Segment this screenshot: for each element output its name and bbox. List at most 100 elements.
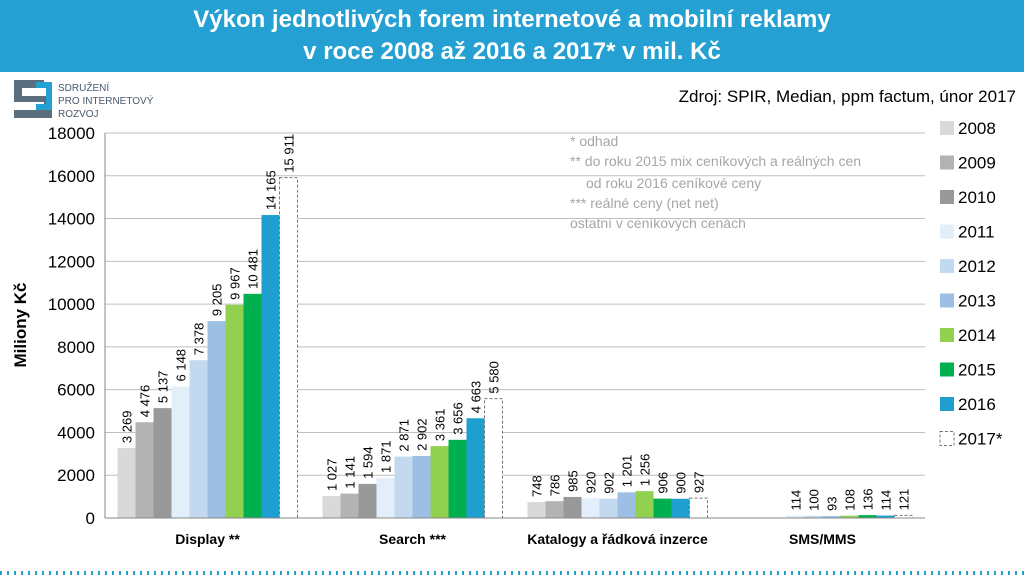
value-label: 900 [674, 472, 689, 494]
note: ** do roku 2015 mix ceníkových a reálnýc… [570, 153, 861, 169]
bar [207, 321, 226, 518]
x-tick-label: Search *** [379, 531, 446, 547]
value-label: 7 378 [192, 323, 207, 356]
logo-mark [14, 80, 52, 118]
value-label: 985 [566, 470, 581, 492]
value-label: 1 141 [343, 456, 358, 489]
logo-text: PRO INTERNETOVÝ [58, 94, 154, 107]
logo-text: ROZVOJ [58, 109, 99, 120]
legend-label: 2014 [958, 326, 996, 345]
value-label: 920 [584, 472, 599, 494]
bar [448, 439, 467, 518]
chart-title: v roce 2008 až 2016 a 2017* v mil. Kč [303, 38, 721, 65]
value-label: 2 902 [415, 418, 430, 451]
bar [340, 493, 359, 518]
bar [876, 515, 895, 518]
bar [243, 293, 262, 518]
value-label: 100 [807, 489, 822, 511]
notes: * odhad ** do roku 2015 mix ceníkových a… [570, 133, 861, 231]
title-band [0, 0, 1024, 72]
y-tick-label: 16000 [48, 167, 95, 186]
y-tick-label: 2000 [57, 466, 95, 485]
bar [484, 398, 503, 519]
value-label: 906 [656, 472, 671, 494]
bar [689, 497, 708, 519]
bar [617, 492, 636, 518]
logo: SDRUŽENÍ PRO INTERNETOVÝ ROZVOJ [14, 80, 154, 120]
note: ostatní v ceníkových cenách [570, 215, 746, 231]
legend-swatch [940, 362, 954, 377]
bar [466, 418, 485, 518]
legend-label: 2015 [958, 361, 996, 380]
note: * odhad [570, 133, 618, 149]
bar [358, 483, 377, 518]
chart-title: Výkon jednotlivých forem internetové a m… [193, 6, 831, 33]
bar [279, 177, 298, 519]
value-label: 121 [897, 489, 912, 511]
value-label: 93 [825, 497, 840, 511]
value-label: 1 027 [325, 458, 340, 491]
bar [894, 514, 913, 519]
y-tick-label: 4000 [57, 423, 95, 442]
legend-swatch [940, 121, 954, 135]
value-label: 15 911 [282, 134, 297, 173]
bar [135, 422, 154, 518]
y-tick-label: 10000 [48, 295, 95, 314]
value-label: 3 361 [433, 409, 448, 442]
bar [430, 446, 449, 518]
value-label: 5 580 [487, 361, 502, 394]
value-label: 2 871 [397, 419, 412, 452]
value-label: 10 481 [246, 249, 261, 289]
value-label: 114 [879, 490, 894, 511]
bar [581, 498, 600, 518]
value-label: 114 [789, 490, 804, 511]
value-label: 4 476 [138, 385, 153, 418]
bar [117, 448, 136, 518]
value-label: 3 269 [120, 411, 135, 444]
bar [858, 515, 877, 518]
legend-label: 2011 [958, 223, 995, 242]
bar [527, 502, 546, 518]
y-tick-label: 14000 [48, 210, 95, 229]
value-label: 9 967 [228, 267, 243, 300]
bar [653, 498, 672, 518]
value-label: 9 205 [210, 284, 225, 317]
bar [153, 408, 172, 518]
bar [840, 515, 859, 518]
y-tick-label: 8000 [57, 338, 95, 357]
bar [376, 477, 395, 518]
legend-swatch [940, 190, 954, 204]
legend-swatch [940, 328, 954, 342]
x-tick-label: Katalogy a řádková inzerce [527, 531, 708, 547]
bar [635, 491, 654, 518]
legend-swatch [940, 259, 954, 273]
legend-label: 2010 [958, 188, 996, 207]
legend-swatch [940, 397, 954, 411]
x-tick-label: Display ** [175, 531, 240, 547]
value-label: 6 148 [174, 349, 189, 382]
y-tick-label: 6000 [57, 381, 95, 400]
legend-swatch [940, 224, 954, 239]
legend-swatch [940, 293, 954, 308]
value-label: 108 [843, 489, 858, 511]
logo-text: SDRUŽENÍ [58, 81, 109, 94]
legend-label: 2008 [958, 119, 996, 138]
legend-label: 2013 [958, 292, 996, 311]
x-tick-label: SMS/MMS [789, 531, 856, 547]
value-label: 1 201 [620, 455, 635, 488]
bar [171, 386, 190, 518]
value-label: 902 [602, 472, 617, 494]
source: Zdroj: SPIR, Median, ppm factum, únor 20… [679, 87, 1016, 106]
y-tick-label: 0 [86, 509, 95, 528]
bar [563, 496, 582, 518]
value-label: 4 663 [469, 381, 484, 414]
value-label: 1 871 [379, 440, 394, 473]
value-label: 136 [861, 488, 876, 510]
value-label: 14 165 [264, 170, 279, 210]
y-tick-label: 12000 [48, 252, 95, 271]
bar [261, 215, 280, 519]
value-label: 5 137 [156, 371, 171, 404]
logo-mark [36, 82, 52, 110]
bar [804, 515, 823, 518]
